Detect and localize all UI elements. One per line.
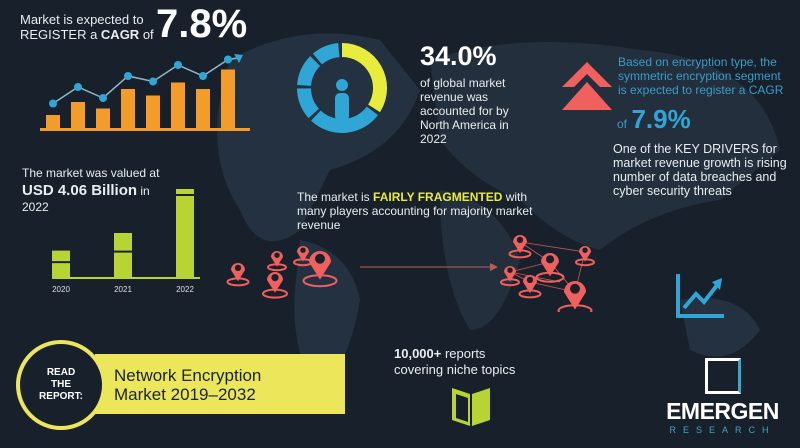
person-icon-head bbox=[336, 79, 348, 91]
trend-baseline bbox=[40, 128, 250, 131]
year-label: 2021 bbox=[114, 285, 132, 294]
pin-body bbox=[513, 235, 527, 254]
trend-arrow-icon bbox=[234, 54, 243, 63]
pin-hole bbox=[234, 264, 242, 272]
location-pin-icon bbox=[508, 235, 532, 259]
trend-point bbox=[74, 83, 82, 91]
location-pin-icon bbox=[518, 275, 542, 299]
year-baseline bbox=[52, 277, 200, 279]
pin-body bbox=[564, 281, 586, 310]
pin-body bbox=[504, 266, 516, 282]
year-bar bbox=[114, 233, 132, 277]
pin-hole bbox=[516, 236, 524, 244]
trend-chart bbox=[40, 54, 250, 131]
location-pin-icon bbox=[267, 251, 287, 272]
donut-segment-north-america bbox=[341, 43, 387, 113]
location-pin-icon bbox=[500, 266, 520, 287]
year-bar bbox=[52, 250, 70, 277]
trend-point bbox=[174, 61, 182, 69]
read-report-badge[interactable]: READ THE REPORT: bbox=[16, 340, 106, 430]
double-up-arrow-icon bbox=[562, 62, 612, 110]
year-bar-divider bbox=[114, 250, 132, 253]
location-pin-icon bbox=[535, 253, 565, 283]
year-bar bbox=[176, 189, 194, 277]
trend-bar bbox=[71, 102, 85, 128]
year-bar-divider bbox=[52, 261, 70, 264]
north-america-text: of global market revenue was accounted for… bbox=[420, 76, 509, 146]
yearly-market-bar-chart: 2020 2021 2022 bbox=[52, 189, 200, 294]
pin-body bbox=[523, 275, 537, 294]
pin-hole bbox=[545, 255, 555, 264]
trend-point bbox=[224, 55, 232, 64]
trend-up-chart-icon bbox=[676, 274, 724, 318]
year-label: 2022 bbox=[176, 285, 194, 294]
trend-bar bbox=[221, 69, 235, 128]
pin-body bbox=[579, 246, 591, 262]
key-drivers-text: One of the KEY DRIVERS for market revenue… bbox=[613, 142, 787, 198]
trend-bar bbox=[96, 108, 110, 128]
location-pin-icon bbox=[226, 263, 250, 287]
person-icon-body bbox=[335, 93, 349, 121]
donut-segment-other bbox=[297, 87, 320, 119]
pin-hole bbox=[271, 274, 279, 282]
pin-body bbox=[309, 251, 331, 280]
trend-bar bbox=[171, 82, 185, 128]
report-banner[interactable]: Network Encryption Market 2019–2032 bbox=[95, 354, 345, 414]
location-pin-icon bbox=[557, 281, 593, 312]
emergen-logo: EMERGEN RESEARCH bbox=[660, 358, 785, 436]
segment-text: Based on encryption type, the symmetric e… bbox=[618, 55, 784, 97]
trend-bar bbox=[121, 89, 135, 128]
cagr-value: 7.8% bbox=[156, 2, 248, 46]
trend-bar bbox=[46, 115, 60, 128]
pin-hole bbox=[507, 267, 513, 273]
pin-hole bbox=[274, 252, 280, 258]
trend-point bbox=[49, 99, 57, 108]
donut-segment-other bbox=[312, 43, 340, 65]
pin-hole bbox=[570, 283, 580, 294]
location-pin-icon bbox=[262, 272, 288, 299]
report-title: Network Encryption Market 2019–2032 bbox=[114, 366, 262, 404]
valuation-text: The market was valued at USD 4.06 Billio… bbox=[22, 166, 160, 214]
pin-hole bbox=[526, 276, 534, 284]
fragmented-text: The market is FAIRLY FRAGMENTED with man… bbox=[297, 190, 533, 232]
trend-point bbox=[199, 72, 207, 80]
north-america-donut-chart bbox=[297, 43, 387, 133]
year-label: 2020 bbox=[52, 285, 70, 294]
trend-line bbox=[52, 57, 239, 105]
pin-hole bbox=[300, 247, 306, 253]
pin-hole bbox=[315, 253, 325, 264]
year-bar-divider bbox=[176, 194, 194, 196]
location-pins bbox=[226, 235, 595, 312]
reports-text: 10,000+ reports covering niche topics bbox=[394, 346, 516, 377]
location-pin-icon bbox=[575, 246, 595, 267]
open-book-icon bbox=[452, 388, 490, 426]
trend-point bbox=[99, 94, 107, 102]
location-pin-icon bbox=[302, 251, 338, 288]
trend-bar bbox=[146, 95, 160, 128]
donut-segment-other bbox=[311, 106, 378, 133]
segment-cagr: of 7.9% bbox=[617, 104, 691, 134]
pin-body bbox=[231, 263, 245, 282]
arrow-head-icon bbox=[490, 263, 498, 271]
trend-point bbox=[124, 72, 132, 80]
cagr-label: Market is expected to REGISTER a CAGR of bbox=[20, 12, 154, 42]
north-america-value: 34.0% bbox=[420, 41, 497, 71]
trend-bar bbox=[196, 89, 210, 128]
trend-point bbox=[149, 77, 157, 86]
donut-segment-other bbox=[297, 56, 321, 87]
pin-body bbox=[271, 251, 283, 267]
pin-body bbox=[541, 253, 559, 277]
pin-body bbox=[297, 246, 309, 262]
pin-hole bbox=[582, 247, 588, 253]
pin-body bbox=[267, 272, 283, 293]
